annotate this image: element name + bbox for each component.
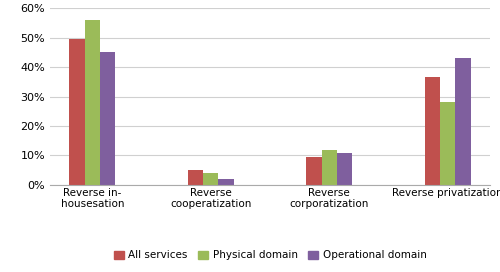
Bar (188, 170, 203, 185)
Bar (425, 78, 440, 185)
Bar (322, 150, 337, 185)
Bar (100, 52, 115, 185)
Bar (203, 173, 218, 185)
Bar (440, 103, 456, 185)
Bar (337, 153, 352, 185)
Bar (84, 20, 100, 185)
Bar (456, 58, 470, 185)
Bar (306, 157, 322, 185)
Legend: All services, Physical domain, Operational domain: All services, Physical domain, Operation… (110, 246, 430, 265)
Bar (70, 39, 84, 185)
Bar (218, 179, 234, 185)
